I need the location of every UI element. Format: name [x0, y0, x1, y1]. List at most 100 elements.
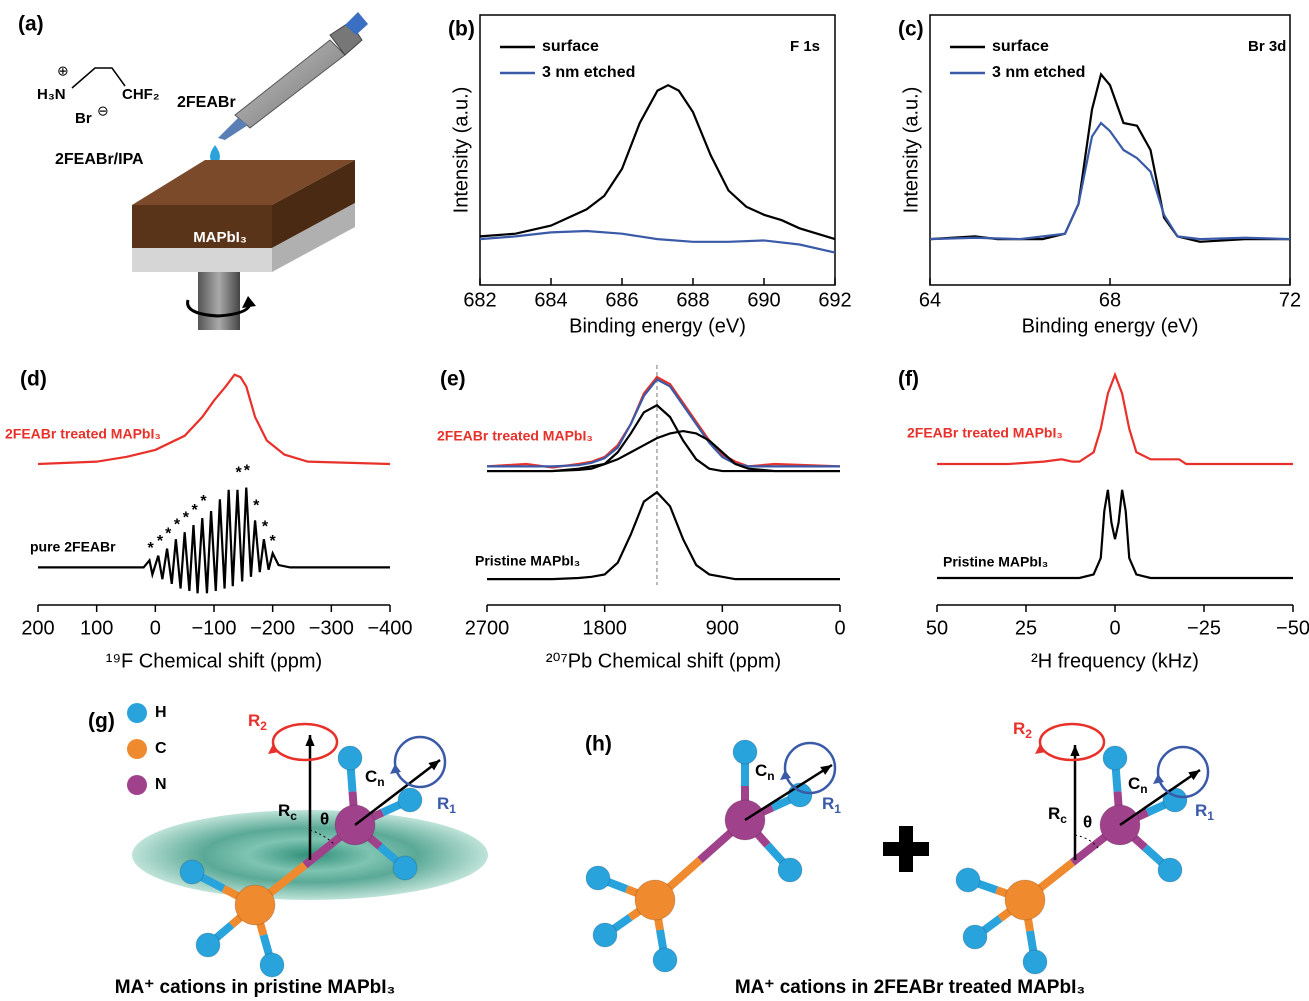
label-main: R — [1013, 719, 1025, 738]
atom — [1158, 858, 1182, 882]
series-line — [38, 375, 390, 464]
label-main: R — [1048, 804, 1060, 823]
atom — [1103, 746, 1127, 770]
label-sub: c — [1060, 812, 1067, 826]
chart: (c)646872Binding energy (eV)Intensity (a… — [898, 15, 1301, 337]
atom — [1005, 880, 1045, 920]
legend-label: surface — [992, 38, 1049, 55]
atom — [338, 746, 362, 770]
label-main: R — [1195, 801, 1207, 820]
series-line — [937, 375, 1293, 464]
pipette — [235, 40, 345, 128]
atom — [398, 788, 422, 812]
label-sub: 1 — [834, 802, 841, 816]
label-main: R — [278, 801, 290, 820]
axis-label: R1 — [822, 794, 841, 816]
panel-label: (d) — [20, 368, 47, 391]
x-tick-label: 68 — [1099, 289, 1121, 311]
label-sub: 1 — [449, 802, 456, 816]
label-main: R — [437, 794, 449, 813]
x-tick-label: 692 — [818, 289, 851, 311]
annotation: * — [174, 516, 181, 533]
x-tick-label: 0 — [834, 617, 845, 639]
rotation-ring — [273, 724, 337, 760]
spindle — [198, 272, 240, 330]
label-sub: n — [377, 775, 384, 789]
arrow-head — [1070, 745, 1079, 756]
legend-label: N — [155, 776, 167, 793]
formula: Br — [75, 110, 92, 127]
annotation: * — [165, 526, 172, 543]
arrow-head — [242, 296, 256, 308]
x-tick-label: 684 — [534, 289, 567, 311]
series-label: Pristine MAPbI₃ — [475, 553, 580, 569]
x-tick-label: 50 — [926, 617, 948, 639]
label-sub: n — [1140, 782, 1147, 796]
x-tick-label: −300 — [309, 617, 354, 639]
x-tick-label: 100 — [80, 617, 113, 639]
x-tick-label: 200 — [21, 617, 54, 639]
panel-label: (e) — [440, 368, 466, 391]
x-tick-label: 1800 — [582, 617, 627, 639]
formula: H₃N — [37, 86, 66, 103]
series-label: 2FEABr treated MAPbI₃ — [437, 428, 593, 444]
axis-label: Cn — [755, 761, 775, 783]
label-sub: 1 — [1207, 809, 1214, 823]
legend-atom — [127, 775, 147, 795]
x-axis-label: ²H frequency (kHz) — [1031, 650, 1199, 672]
angle-label: θ — [1083, 812, 1092, 831]
annotation: * — [157, 533, 164, 550]
annotation: * — [183, 509, 190, 526]
x-axis-label: ¹⁹F Chemical shift (ppm) — [106, 650, 322, 672]
x-tick-label: −25 — [1187, 617, 1221, 639]
panel-label: (a) — [18, 13, 44, 36]
axis-label: Cn — [365, 767, 385, 789]
series-label: Pristine MAPbI₃ — [943, 554, 1048, 570]
plot-frame — [930, 15, 1290, 285]
annotation: * — [200, 493, 207, 510]
solution-label: 2FEABr/IPA — [55, 151, 144, 168]
x-tick-label: 690 — [747, 289, 780, 311]
atom — [260, 953, 284, 977]
caption: MA⁺ cations in 2FEABr treated MAPbI₃ — [735, 977, 1085, 998]
y-axis-label: Intensity (a.u.) — [900, 87, 922, 214]
series-label: 2FEABr treated MAPbI₃ — [907, 425, 1063, 441]
axis-label: Rc — [1048, 804, 1067, 826]
atom — [956, 868, 980, 892]
label-sub: c — [290, 809, 297, 823]
panel-label: (f) — [898, 368, 919, 391]
axis-label: R1 — [1195, 801, 1214, 823]
x-tick-label: 0 — [1109, 617, 1120, 639]
series-label: pure 2FEABr — [30, 539, 116, 555]
panel-label: (h) — [585, 733, 612, 756]
label-sub: 2 — [260, 719, 267, 733]
label-main: R — [248, 711, 260, 730]
x-tick-label: 686 — [605, 289, 638, 311]
annotation: * — [262, 519, 269, 536]
formula: CHF₂ — [122, 86, 160, 103]
x-tick-label: 900 — [706, 617, 739, 639]
annotation: F 1s — [790, 38, 820, 55]
reagent-label: 2FEABr — [177, 94, 236, 111]
atom — [733, 740, 757, 764]
x-axis-label: ²⁰⁷Pb Chemical shift (ppm) — [546, 650, 781, 672]
arrow-head — [305, 735, 314, 746]
x-axis-label: Binding energy (eV) — [1022, 315, 1199, 337]
axis-label: R1 — [437, 794, 456, 816]
atom — [196, 933, 220, 957]
x-tick-label: 682 — [463, 289, 496, 311]
chart: (d)2001000−100−200−300−400¹⁹F Chemical s… — [5, 368, 413, 673]
annotation: Br 3d — [1248, 38, 1286, 55]
series-line — [930, 123, 1290, 239]
atom — [593, 923, 617, 947]
x-tick-label: −400 — [367, 617, 412, 639]
page: { "panel_a": {"label": "(a)", "cation": … — [0, 0, 1309, 1001]
series-line — [487, 377, 840, 467]
legend-label: 3 nm etched — [542, 64, 635, 81]
legend-label: 3 nm etched — [992, 64, 1085, 81]
plot-frame — [480, 15, 835, 285]
panel-label: (b) — [448, 18, 475, 41]
panel-label: (c) — [898, 18, 924, 41]
label-sub: n — [767, 769, 774, 783]
